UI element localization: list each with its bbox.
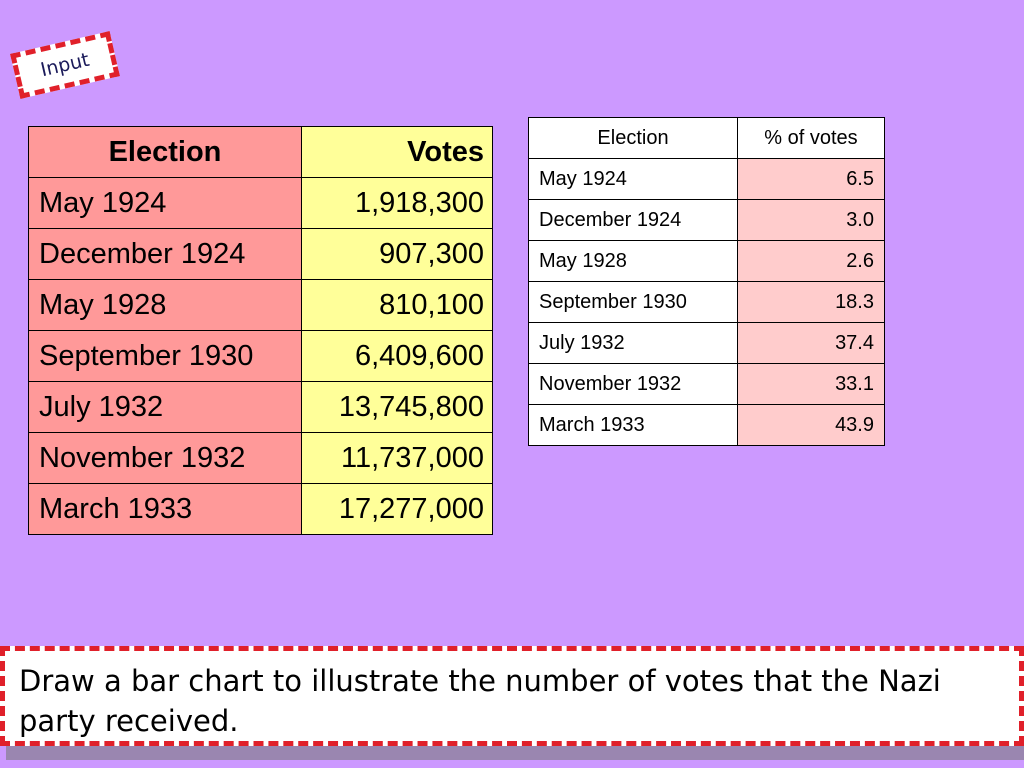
votes-cell: 907,300 [301,228,493,280]
votes-cell: 810,100 [301,279,493,331]
election-cell: May 1924 [528,158,738,200]
table-row: March 1933 17,277,000 [28,483,493,535]
table-row: December 1924 3.0 [528,199,885,241]
election-cell: May 1924 [28,177,302,229]
votes-header-votes: Votes [301,126,493,178]
election-cell: November 1932 [528,363,738,405]
votes-header-election: Election [28,126,302,178]
election-cell: May 1928 [28,279,302,331]
percent-cell: 6.5 [737,158,885,200]
task-text: Draw a bar chart to illustrate the numbe… [19,664,941,738]
table-row: September 1930 6,409,600 [28,330,493,382]
percent-cell: 3.0 [737,199,885,241]
votes-table-header-row: Election Votes [28,126,493,178]
election-cell: July 1932 [528,322,738,364]
election-cell: May 1928 [528,240,738,282]
table-row: March 1933 43.9 [528,404,885,446]
table-row: July 1932 37.4 [528,322,885,364]
table-row: May 1924 6.5 [528,158,885,200]
table-row: May 1924 1,918,300 [28,177,493,229]
votes-cell: 13,745,800 [301,381,493,433]
election-cell: December 1924 [28,228,302,280]
election-cell: March 1933 [528,404,738,446]
votes-table: Election Votes May 1924 1,918,300 Decemb… [28,126,493,535]
table-row: November 1932 33.1 [528,363,885,405]
percent-cell: 37.4 [737,322,885,364]
election-cell: December 1924 [528,199,738,241]
input-tag-label: Input [38,48,92,82]
election-cell: July 1932 [28,381,302,433]
percent-cell: 18.3 [737,281,885,323]
table-row: July 1932 13,745,800 [28,381,493,433]
table-row: December 1924 907,300 [28,228,493,280]
election-cell: September 1930 [28,330,302,382]
percent-cell: 33.1 [737,363,885,405]
table-row: November 1932 11,737,000 [28,432,493,484]
votes-cell: 17,277,000 [301,483,493,535]
table-row: May 1928 2.6 [528,240,885,282]
percent-table: Election % of votes May 1924 6.5 Decembe… [528,117,885,446]
votes-cell: 6,409,600 [301,330,493,382]
table-row: September 1930 18.3 [528,281,885,323]
task-box: Draw a bar chart to illustrate the numbe… [0,646,1024,746]
election-cell: March 1933 [28,483,302,535]
election-cell: September 1930 [528,281,738,323]
table-row: May 1928 810,100 [28,279,493,331]
votes-cell: 1,918,300 [301,177,493,229]
percent-table-header-row: Election % of votes [528,117,885,159]
input-tag: Input [10,31,120,99]
percent-cell: 43.9 [737,404,885,446]
votes-cell: 11,737,000 [301,432,493,484]
percent-cell: 2.6 [737,240,885,282]
percent-header-percent: % of votes [737,117,885,159]
election-cell: November 1932 [28,432,302,484]
percent-header-election: Election [528,117,738,159]
